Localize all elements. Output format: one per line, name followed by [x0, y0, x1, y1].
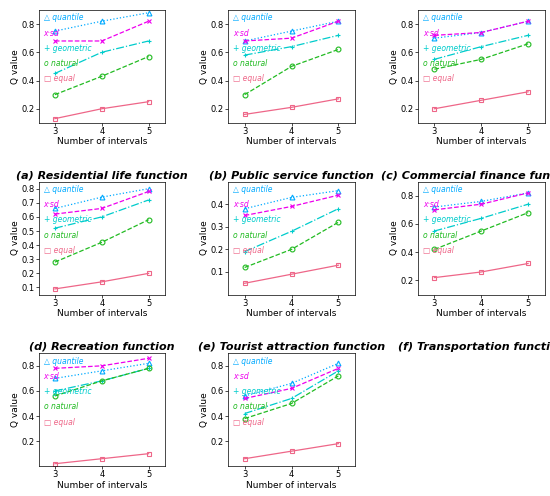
Text: □ equal: □ equal [43, 246, 74, 255]
Text: + geometric: + geometric [43, 44, 91, 53]
Text: △ quantile: △ quantile [43, 13, 83, 22]
Text: □ equal: □ equal [43, 74, 74, 83]
X-axis label: Number of intervals: Number of intervals [57, 481, 147, 490]
Text: + geometric: + geometric [233, 387, 281, 396]
Text: x·sd: x·sd [423, 200, 439, 209]
X-axis label: Number of intervals: Number of intervals [436, 137, 526, 146]
Text: x·sd: x·sd [43, 29, 59, 38]
Text: (f) Transportation function: (f) Transportation function [398, 342, 550, 352]
Text: x·sd: x·sd [43, 372, 59, 381]
Text: o natural: o natural [43, 59, 78, 68]
Y-axis label: Q value: Q value [200, 392, 210, 427]
Y-axis label: Q value: Q value [10, 392, 20, 427]
Text: (b) Public service function: (b) Public service function [209, 170, 374, 181]
Text: △ quantile: △ quantile [43, 357, 83, 366]
Text: (c) Commercial finance function: (c) Commercial finance function [381, 170, 550, 181]
Y-axis label: Q value: Q value [10, 49, 20, 84]
Text: □ equal: □ equal [233, 246, 264, 255]
Y-axis label: Q value: Q value [200, 221, 210, 255]
Text: □ equal: □ equal [233, 418, 264, 427]
Text: (d) Recreation function: (d) Recreation function [29, 342, 174, 352]
Text: o natural: o natural [233, 231, 267, 240]
Text: o natural: o natural [43, 231, 78, 240]
Text: + geometric: + geometric [423, 44, 471, 53]
Text: + geometric: + geometric [43, 387, 91, 396]
Y-axis label: Q value: Q value [390, 221, 399, 255]
Text: + geometric: + geometric [43, 215, 91, 225]
Text: △ quantile: △ quantile [423, 185, 463, 194]
Text: △ quantile: △ quantile [233, 185, 273, 194]
Text: + geometric: + geometric [423, 215, 471, 225]
Y-axis label: Q value: Q value [390, 49, 399, 84]
Text: x·sd: x·sd [43, 200, 59, 209]
X-axis label: Number of intervals: Number of intervals [246, 481, 337, 490]
Text: x·sd: x·sd [233, 29, 249, 38]
Text: x·sd: x·sd [233, 372, 249, 381]
X-axis label: Number of intervals: Number of intervals [246, 137, 337, 146]
Text: o natural: o natural [43, 402, 78, 411]
Text: (a) Residential life function: (a) Residential life function [16, 170, 188, 181]
Text: o natural: o natural [233, 59, 267, 68]
X-axis label: Number of intervals: Number of intervals [57, 137, 147, 146]
Text: o natural: o natural [423, 59, 457, 68]
Text: △ quantile: △ quantile [233, 357, 273, 366]
Text: o natural: o natural [233, 402, 267, 411]
Text: □ equal: □ equal [43, 418, 74, 427]
X-axis label: Number of intervals: Number of intervals [57, 309, 147, 318]
X-axis label: Number of intervals: Number of intervals [436, 309, 526, 318]
Text: △ quantile: △ quantile [423, 13, 463, 22]
Text: o natural: o natural [423, 231, 457, 240]
Text: + geometric: + geometric [233, 215, 281, 225]
Text: + geometric: + geometric [233, 44, 281, 53]
Text: □ equal: □ equal [423, 74, 454, 83]
Y-axis label: Q value: Q value [200, 49, 210, 84]
X-axis label: Number of intervals: Number of intervals [246, 309, 337, 318]
Text: △ quantile: △ quantile [43, 185, 83, 194]
Text: □ equal: □ equal [233, 74, 264, 83]
Text: △ quantile: △ quantile [233, 13, 273, 22]
Y-axis label: Q value: Q value [10, 221, 20, 255]
Text: x·sd: x·sd [423, 29, 439, 38]
Text: □ equal: □ equal [423, 246, 454, 255]
Text: (e) Tourist attraction function: (e) Tourist attraction function [198, 342, 385, 352]
Text: x·sd: x·sd [233, 200, 249, 209]
